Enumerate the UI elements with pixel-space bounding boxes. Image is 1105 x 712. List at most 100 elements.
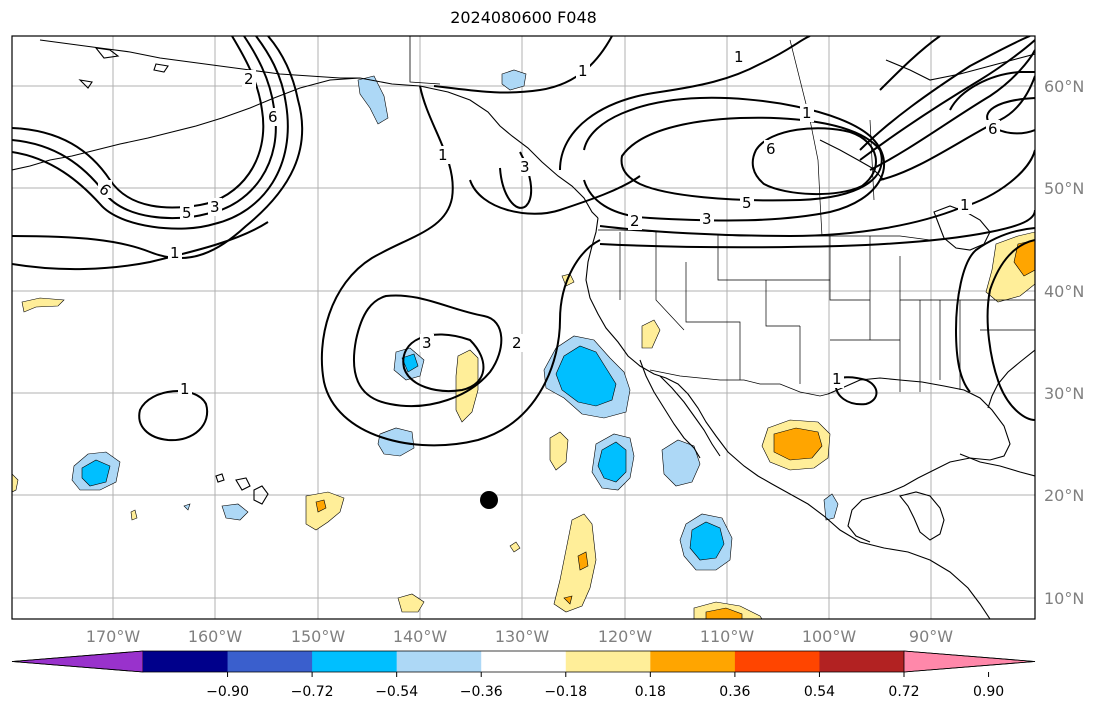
negative-anomaly-patch xyxy=(221,503,249,521)
gulf-of-mexico-coast xyxy=(827,377,1011,543)
contour-label-2: 2 xyxy=(244,70,254,88)
colorbar-segment xyxy=(143,651,229,672)
contour-line xyxy=(12,36,304,260)
hawaii-island xyxy=(253,485,269,505)
positive-anomaly-patch xyxy=(553,513,597,613)
colorbar-segment xyxy=(227,651,313,672)
contour-label-1: 1 xyxy=(170,244,180,262)
contour-label-1: 1 xyxy=(438,146,448,164)
lat-label-30n: 30°N xyxy=(1044,384,1084,403)
contour-label-1: 1 xyxy=(734,48,744,66)
contour-label-1: 1 xyxy=(180,380,190,398)
strong-negative-anomaly-patch xyxy=(689,521,725,561)
hawaii-island xyxy=(215,473,225,483)
contour-label-2: 2 xyxy=(630,212,640,230)
contour-line xyxy=(859,36,1031,151)
colorbar: −0.90 −0.72 −0.54 −0.36 −0.18 0.18 0.36 0.54 0.7… xyxy=(11,650,1036,700)
contour-label-bg xyxy=(830,370,844,388)
lon-label-130w: 130°W xyxy=(495,627,550,646)
arctic-coast xyxy=(885,53,1035,81)
province-borders xyxy=(789,39,875,237)
state-borders xyxy=(619,232,1035,392)
lon-label-160w: 160°W xyxy=(188,627,243,646)
contour-label-5: 5 xyxy=(742,194,752,212)
contour-line xyxy=(12,36,289,230)
lon-label-90w: 90°W xyxy=(909,627,953,646)
positive-anomaly-patch xyxy=(21,297,65,313)
colorbar-segment xyxy=(312,651,398,672)
colorbar-tick-label: 0.72 xyxy=(888,684,919,700)
contour-label-1: 1 xyxy=(832,370,842,388)
contour-label-1: 1 xyxy=(960,196,970,214)
colorbar-tick-label: 0.18 xyxy=(635,684,666,700)
strong-positive-anomaly-patch xyxy=(773,427,823,461)
colorbar-extend-max xyxy=(903,650,1036,673)
contour-label-3: 3 xyxy=(702,210,712,228)
contour-label-3: 3 xyxy=(422,334,432,352)
contour-line xyxy=(559,36,811,171)
contour-label-bg xyxy=(628,212,642,230)
colorbar-tick-label: −0.36 xyxy=(460,684,503,700)
longitude-labels: 170°W 160°W 150°W 140°W 130°W 120°W 110°… xyxy=(86,627,953,646)
colorbar-segment xyxy=(481,651,567,672)
contour-labels: 6 5 3 1 2 6 1 1 1 3 2 xyxy=(95,48,1000,398)
contour-line xyxy=(320,85,601,447)
colorbar-extend-min xyxy=(11,650,144,673)
contour-line xyxy=(12,36,265,209)
contour-label-bg xyxy=(518,158,532,176)
contours xyxy=(12,36,1035,447)
strong-positive-anomaly-patch xyxy=(315,499,327,513)
contour-line xyxy=(599,209,1035,249)
contour-line xyxy=(620,116,883,202)
west-coast-mexico xyxy=(585,217,991,619)
colorbar-segment xyxy=(650,651,736,672)
contour-label-1: 1 xyxy=(578,62,588,80)
hudson-bay-coast xyxy=(819,139,885,181)
negative-anomaly-patch xyxy=(661,439,701,487)
contour-label-bg xyxy=(168,244,182,262)
lat-label-60n: 60°N xyxy=(1044,77,1084,96)
colorbar-segment xyxy=(734,651,820,672)
lon-label-170w: 170°W xyxy=(86,627,141,646)
strong-negative-anomaly-patch xyxy=(597,441,627,483)
contour-line xyxy=(433,36,613,94)
contour-label-bg xyxy=(178,380,192,398)
colorbar-tick-label: 0.90 xyxy=(973,684,1004,700)
contour-line xyxy=(469,175,641,215)
lon-label-140w: 140°W xyxy=(393,627,448,646)
contour-label-6: 6 xyxy=(268,108,278,126)
contour-label-bg xyxy=(420,334,434,352)
map-panel: 6 5 3 1 2 6 1 1 1 3 2 xyxy=(11,35,1036,620)
positive-anomaly-patch xyxy=(12,473,19,493)
colorbar-tick-label: −0.54 xyxy=(375,684,418,700)
lat-label-10n: 10°N xyxy=(1044,589,1084,608)
coastlines xyxy=(12,36,1035,619)
contour-label-3: 3 xyxy=(210,198,220,216)
contour-line xyxy=(869,49,1035,171)
lon-label-120w: 120°W xyxy=(598,627,653,646)
positive-anomaly-patch xyxy=(130,509,138,521)
strong-negative-anomaly-patch xyxy=(401,353,419,373)
contour-line xyxy=(954,227,1035,393)
strong-positive-anomaly-patch xyxy=(577,551,589,571)
contour-label-3: 3 xyxy=(520,158,530,176)
contour-label-bg xyxy=(510,334,524,352)
strong-negative-anomaly-patch xyxy=(81,459,111,487)
lon-label-150w: 150°W xyxy=(291,627,346,646)
colorbar-segment xyxy=(819,651,905,672)
contour-line xyxy=(12,221,269,271)
contour-line xyxy=(834,376,878,406)
contour-line xyxy=(859,39,1035,161)
alaska-island xyxy=(153,63,169,73)
hawaii-island xyxy=(235,477,251,491)
contour-label-1: 1 xyxy=(802,104,812,122)
shaded-anomalies xyxy=(12,69,1035,619)
contour-label-bg xyxy=(180,204,194,222)
contour-label-bg xyxy=(208,198,222,216)
gulf-of-california xyxy=(659,375,721,457)
contour-line xyxy=(12,36,277,219)
colorbar-tick-label: −0.18 xyxy=(544,684,587,700)
lon-label-100w: 100°W xyxy=(802,627,857,646)
positive-anomaly-patch xyxy=(455,349,479,423)
contour-line xyxy=(599,149,1035,238)
